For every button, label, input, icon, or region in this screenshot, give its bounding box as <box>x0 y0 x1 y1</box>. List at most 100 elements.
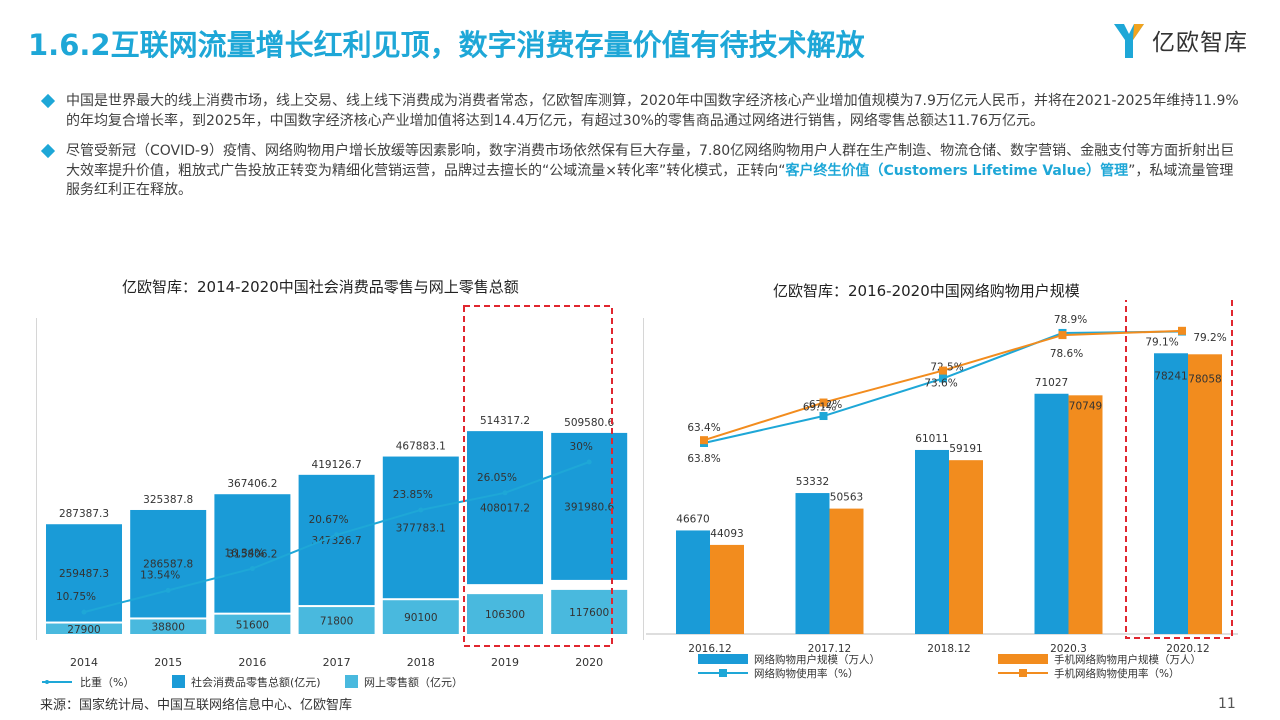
x-tick-label: 2015 <box>154 656 182 669</box>
legend-swatch <box>698 654 748 664</box>
usage-rate-label: 78.9% <box>1054 314 1087 326</box>
legend-label: 网络购物使用率（%） <box>754 667 858 680</box>
total-retail-bar <box>551 432 628 580</box>
users-value-label: 71027 <box>1035 377 1068 389</box>
x-tick-label: 2018 <box>407 656 435 669</box>
chart-1-retail: 27900 259487.3 287387.3 2014 38800 286587.8 32… <box>42 305 628 689</box>
bullet-text: 中国是世界最大的线上消费市场，线上交易、线上线下消费成为消费者常态，亿欧智库测算… <box>66 93 1239 129</box>
online-value-label: 71800 <box>320 616 353 628</box>
users-value-label: 78241 <box>1154 370 1187 382</box>
online-retail-bar <box>382 600 459 634</box>
offline-value-label: 391980.6 <box>564 501 614 513</box>
share-value-label: 26.05% <box>477 472 517 484</box>
mobile-users-bar <box>1068 395 1103 634</box>
total-retail-bar <box>214 494 291 613</box>
usage-rate-label: 63.4% <box>687 422 720 434</box>
mobile-usage-rate-marker <box>819 398 828 407</box>
offline-value-label: 259487.3 <box>59 568 109 580</box>
online-retail-bar <box>467 594 543 634</box>
online-retail-bar <box>298 607 375 634</box>
bullet-item: 尽管受新冠（COVID-9）疫情、网络购物用户增长放缓等因素影响，数字消费市场依… <box>40 142 1245 201</box>
brand-logo: 亿欧智库 <box>1112 18 1248 62</box>
mobile-usage-rate-marker <box>700 436 708 445</box>
users-bar <box>795 493 830 634</box>
chart-2-title: 亿欧智库：2016-2020中国网络购物用户规模 <box>773 282 1080 300</box>
mobile-usage-rate-label: 79.2% <box>1193 332 1226 344</box>
online-retail-bar <box>551 589 628 634</box>
usage-rate-marker <box>939 374 947 383</box>
users-value-label: 53332 <box>796 476 829 488</box>
mobile-usage-rate-marker <box>1178 326 1186 335</box>
x-tick-label: 2017 <box>323 656 351 669</box>
users-value-label: 61011 <box>915 433 948 445</box>
legend-label: 手机网络购物用户规模（万人） <box>1054 653 1201 666</box>
mobile-users-value-label: 44093 <box>710 528 743 540</box>
left-chart-axis-line <box>36 318 37 640</box>
online-value-label: 27900 <box>67 624 100 636</box>
mobile-users-bar <box>829 508 864 634</box>
legend-label: 比重（%） <box>80 675 134 689</box>
mobile-usage-rate-marker <box>939 366 947 375</box>
users-bar <box>1154 353 1188 634</box>
mobile-usage-rate-label: 73.6% <box>924 378 957 390</box>
total-value-label: 367406.2 <box>227 478 277 490</box>
total-retail-bar <box>467 431 543 585</box>
online-retail-bar <box>214 614 291 634</box>
share-point <box>81 609 87 615</box>
share-point <box>334 532 340 538</box>
mobile-users-value-label: 50563 <box>830 492 863 504</box>
users-bar <box>1034 393 1069 634</box>
share-point <box>502 490 508 496</box>
x-tick-label: 2017.12 <box>808 643 851 655</box>
usage-rate-label: 72.5% <box>930 361 963 373</box>
offline-value-label: 408017.2 <box>480 503 530 515</box>
total-retail-bar <box>298 474 375 606</box>
online-retail-bar <box>130 619 207 634</box>
mobile-usage-rate-label: 69.1% <box>803 402 836 414</box>
mobile-usage-rate-marker <box>1058 331 1067 340</box>
online-retail-bar <box>46 623 122 634</box>
total-retail-bar <box>382 456 459 599</box>
legend-marker <box>1019 669 1027 677</box>
x-tick-label: 2019 <box>491 656 519 669</box>
x-tick-label: 2016 <box>238 656 266 669</box>
total-value-label: 325387.8 <box>143 494 193 506</box>
x-tick-label: 2020.3 <box>1050 643 1087 655</box>
x-tick-label: 2014 <box>70 656 98 669</box>
usage-rate-label: 79.1% <box>1145 337 1178 349</box>
bullet-list: 中国是世界最大的线上消费市场，线上交易、线上线下消费成为消费者常态，亿欧智库测算… <box>40 92 1245 212</box>
page-number: 11 <box>1218 696 1236 712</box>
share-value-label: 16.34% <box>224 548 264 560</box>
share-point <box>165 587 171 593</box>
share-value-label: 13.54% <box>140 569 180 581</box>
mobile-usage-rate-label: 78.6% <box>1050 348 1083 360</box>
page-title: 1.6.2互联网流量增长红利见顶，数字消费存量价值有待技术解放 <box>28 28 865 62</box>
share-point <box>418 507 424 513</box>
users-bar <box>676 530 710 634</box>
online-value-label: 51600 <box>236 619 269 631</box>
users-bar <box>915 449 949 634</box>
legend-line-dot <box>45 680 49 684</box>
x-tick-label: 2016.12 <box>688 643 731 655</box>
x-tick-label: 2020 <box>575 656 603 669</box>
legend-label: 网络购物用户规模（万人） <box>754 653 880 666</box>
online-value-label: 90100 <box>404 612 437 624</box>
mobile-users-bar <box>949 460 983 634</box>
legend-swatch <box>998 654 1048 664</box>
mobile-users-value-label: 78058 <box>1188 373 1221 385</box>
offline-value-label: 315806.2 <box>227 548 277 560</box>
online-value-label: 38800 <box>151 622 184 634</box>
bullet-item: 中国是世界最大的线上消费市场，线上交易、线上线下消费成为消费者常态，亿欧智库测算… <box>40 92 1245 131</box>
x-tick-label: 2020.12 <box>1166 643 1209 655</box>
legend-label: 社会消费品零售总额(亿元) <box>191 675 321 689</box>
online-value-label: 106300 <box>485 609 525 621</box>
online-value-label: 117600 <box>569 607 609 619</box>
total-value-label: 514317.2 <box>480 415 530 427</box>
yiou-logo-icon <box>1114 24 1144 58</box>
mobile-users-bar <box>710 544 744 634</box>
logo-text: 亿欧智库 <box>1152 30 1248 56</box>
legend-swatch <box>345 675 358 688</box>
share-value-label: 10.75% <box>56 591 96 603</box>
highlight-box <box>463 305 613 647</box>
